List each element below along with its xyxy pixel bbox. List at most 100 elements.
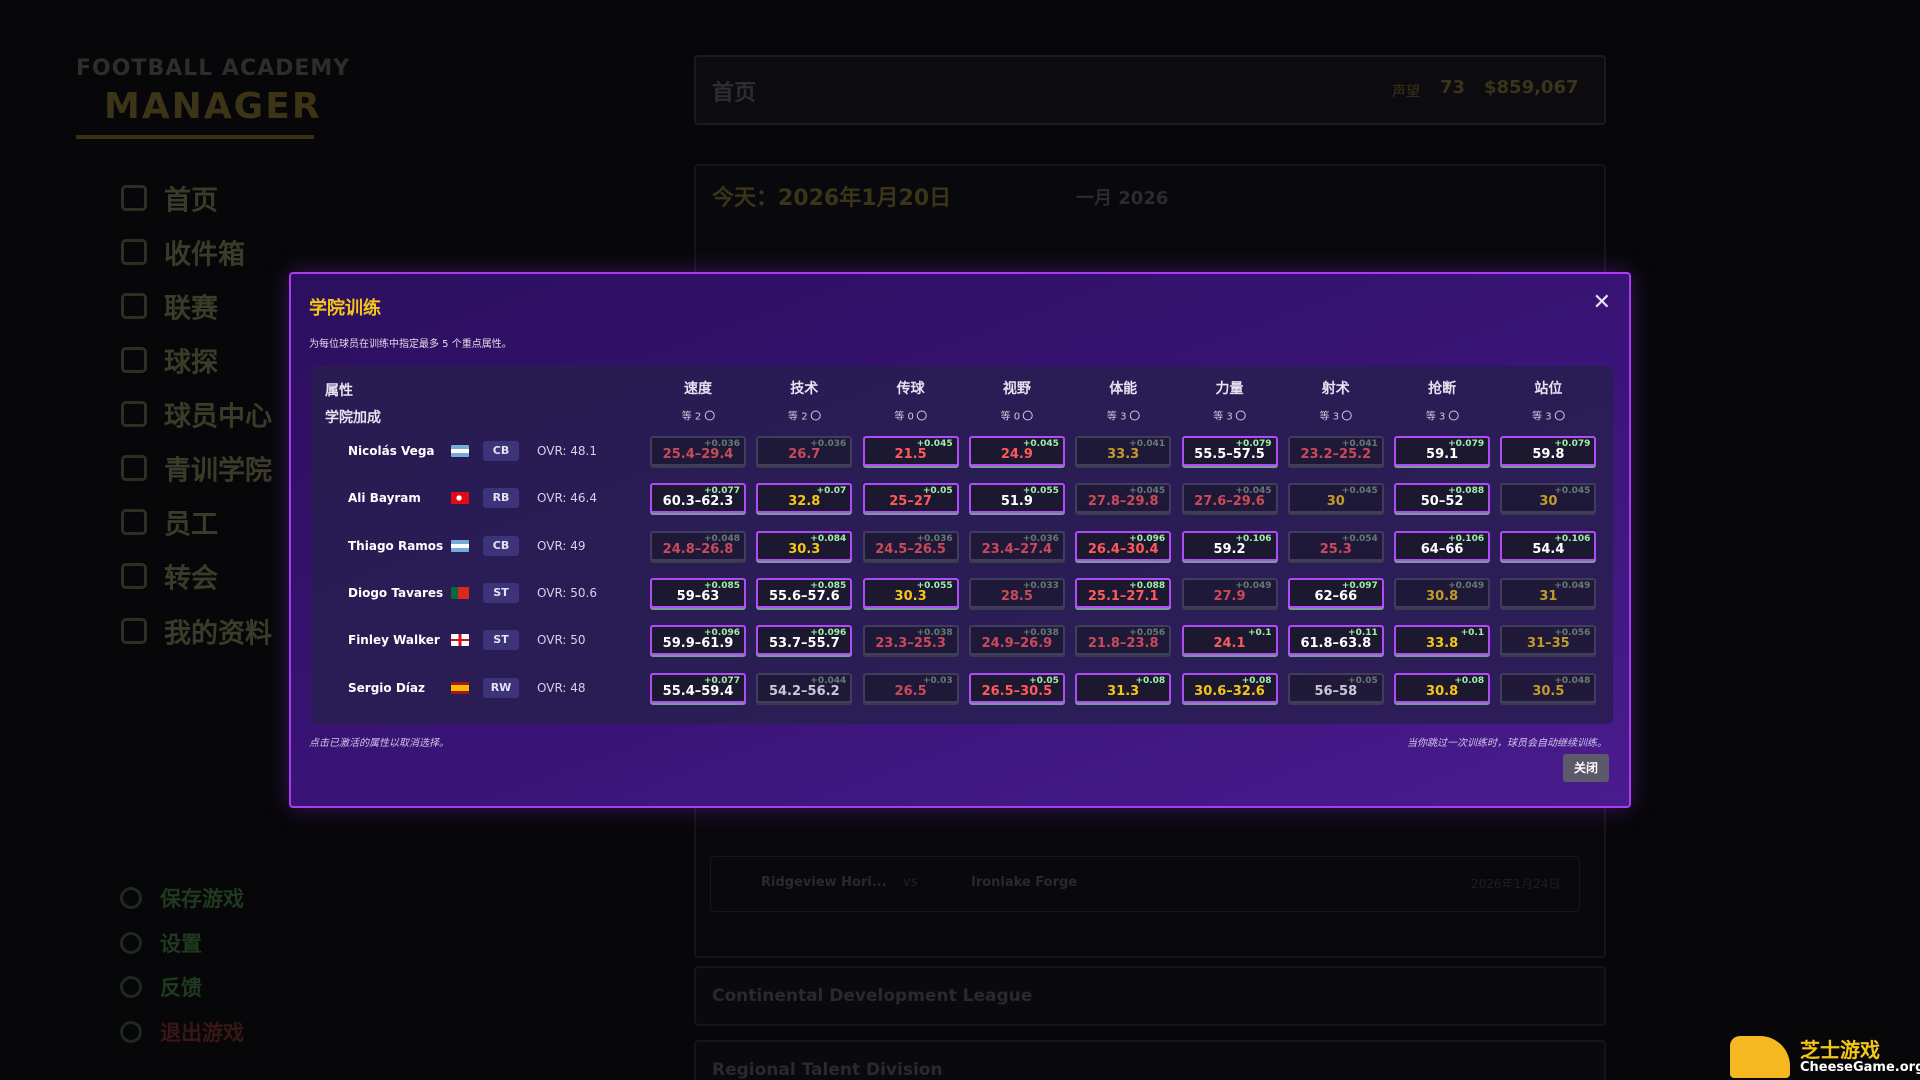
- attribute-value: 59.1: [1426, 447, 1459, 462]
- attribute-cell[interactable]: 60.3–62.3 +0.077: [650, 483, 746, 514]
- attribute-cell[interactable]: 64–66 +0.106: [1394, 530, 1491, 561]
- attribute-cell[interactable]: 24.9–26.9 +0.038: [968, 625, 1065, 656]
- attribute-cell[interactable]: 50–52 +0.088: [1394, 483, 1491, 514]
- attribute-cell[interactable]: 54.4 +0.106: [1500, 530, 1597, 561]
- attribute-cell[interactable]: 55.4–59.4 +0.077: [650, 672, 746, 703]
- attribute-cell[interactable]: 23.2–25.2 +0.041: [1287, 436, 1384, 466]
- attribute-cell[interactable]: 54.2–56.2 +0.044: [756, 672, 853, 703]
- nav-item[interactable]: 转会: [164, 563, 218, 595]
- attribute-delta: +0.036: [916, 533, 953, 544]
- watermark-url: CheeseGame.org: [1800, 1060, 1920, 1075]
- attribute-cell[interactable]: 26.4–30.4 +0.096: [1075, 530, 1172, 561]
- attribute-delta: +0.084: [810, 533, 847, 544]
- nav-item[interactable]: 保存游戏: [160, 887, 244, 911]
- attribute-value: 55.4–59.4: [662, 683, 734, 699]
- attribute-delta: +0.049: [1448, 580, 1485, 591]
- close-icon[interactable]: ✕: [1592, 290, 1611, 315]
- nav-item[interactable]: 首页: [164, 185, 218, 217]
- nav-item[interactable]: 青训学院: [164, 455, 272, 487]
- nav-icon: [120, 887, 142, 909]
- attribute-cell[interactable]: 30.8 +0.08: [1394, 672, 1491, 703]
- attribute-cell[interactable]: 30 +0.045: [1500, 483, 1597, 514]
- attribute-cell[interactable]: 24.1 +0.1: [1181, 625, 1278, 656]
- nav-item[interactable]: 设置: [160, 932, 202, 956]
- attribute-cell[interactable]: 31.3 +0.08: [1075, 672, 1172, 703]
- attribute-cell[interactable]: 21.8–23.8 +0.056: [1075, 625, 1172, 656]
- attribute-cell[interactable]: 62–66 +0.097: [1287, 577, 1384, 608]
- nav-item[interactable]: 球探: [164, 347, 218, 379]
- column-header: 站位: [1534, 381, 1563, 397]
- attribute-value: 27.6–29.6: [1194, 494, 1265, 510]
- attribute-value: 27.8–29.8: [1087, 494, 1159, 510]
- attribute-cell[interactable]: 56–58 +0.05: [1287, 672, 1384, 703]
- attribute-cell[interactable]: 30.3 +0.084: [756, 530, 853, 561]
- attribute-cell[interactable]: 53.7–55.7 +0.096: [756, 625, 853, 656]
- info-icon: [1554, 410, 1565, 421]
- attribute-cell[interactable]: 51.9 +0.055: [968, 483, 1065, 514]
- nav-item[interactable]: 我的资料: [164, 618, 272, 650]
- attribute-cell[interactable]: 26.7 +0.036: [756, 436, 853, 466]
- attribute-cell[interactable]: 55.6–57.6 +0.085: [756, 577, 853, 608]
- attribute-value: 25–27: [889, 494, 932, 510]
- attribute-cell[interactable]: 61.8–63.8 +0.11: [1287, 625, 1384, 656]
- attribute-cell[interactable]: 59–63 +0.085: [650, 577, 746, 608]
- attribute-cell[interactable]: 25.3 +0.054: [1287, 530, 1384, 561]
- nav-item[interactable]: 员工: [164, 509, 218, 541]
- flag: [451, 445, 469, 457]
- bonus-text: 等 0: [894, 411, 914, 423]
- nav-item[interactable]: 联赛: [164, 293, 218, 325]
- attribute-cell[interactable]: 23.4–27.4 +0.036: [968, 530, 1065, 561]
- logo-underline: [76, 135, 314, 139]
- attribute-cell[interactable]: 59.9–61.9 +0.096: [650, 625, 746, 656]
- attribute-cell[interactable]: 25.1–27.1 +0.088: [1075, 577, 1172, 608]
- attribute-value: 23.3–25.3: [875, 636, 946, 652]
- attribute-cell[interactable]: 30 +0.045: [1287, 483, 1384, 514]
- attribute-value: 28.5: [1000, 588, 1033, 604]
- nav-item[interactable]: 反馈: [160, 976, 202, 1000]
- attribute-delta: +0.07: [816, 486, 847, 497]
- nav-icon: [120, 1021, 142, 1043]
- nav-icon: [121, 185, 147, 211]
- attribute-cell[interactable]: 55.5–57.5 +0.079: [1181, 436, 1278, 466]
- attribute-value: 31: [1539, 588, 1558, 604]
- attribute-cell[interactable]: 26.5–30.5 +0.05: [968, 672, 1065, 703]
- attribute-cell[interactable]: 30.3 +0.055: [862, 577, 959, 608]
- attribute-cell[interactable]: 26.5 +0.03: [862, 672, 959, 703]
- nav-item[interactable]: 退出游戏: [160, 1021, 244, 1045]
- attribute-cell[interactable]: 27.6–29.6 +0.045: [1181, 483, 1278, 514]
- attribute-cell[interactable]: 59.1 +0.079: [1394, 436, 1491, 466]
- nav-item[interactable]: 球员中心: [164, 401, 272, 433]
- attribute-cell[interactable]: 24.8–26.8 +0.048: [650, 530, 746, 561]
- attribute-cell[interactable]: 24.5–26.5 +0.036: [862, 530, 959, 561]
- attribute-cell[interactable]: 31–35 +0.056: [1500, 625, 1597, 656]
- attribute-cell[interactable]: 30.5 +0.048: [1500, 672, 1597, 703]
- attribute-cell[interactable]: 21.5 +0.045: [862, 436, 959, 466]
- attribute-cell[interactable]: 30.6–32.6 +0.08: [1181, 672, 1278, 703]
- close-button[interactable]: 关闭: [1563, 754, 1609, 782]
- attribute-delta: +0.096: [1129, 533, 1166, 544]
- attribute-cell[interactable]: 59.8 +0.079: [1500, 436, 1597, 466]
- column-header: 抢断: [1428, 381, 1457, 397]
- attribute-cell[interactable]: 33.3 +0.041: [1075, 436, 1172, 466]
- attribute-cell[interactable]: 27.8–29.8 +0.045: [1075, 483, 1172, 514]
- attribute-cell[interactable]: 30.8 +0.049: [1394, 577, 1491, 608]
- attribute-delta: +0.056: [1554, 628, 1591, 639]
- today: 今天：2026年1月20日: [712, 186, 952, 211]
- attribute-cell[interactable]: 24.9 +0.045: [968, 436, 1065, 466]
- attribute-cell[interactable]: 23.3–25.3 +0.038: [862, 625, 959, 656]
- attribute-value: 59.9–61.9: [662, 636, 734, 652]
- info-icon: [1235, 410, 1246, 421]
- month: 一月 2026: [1076, 188, 1169, 209]
- bonus-label: 学院加成: [325, 410, 381, 426]
- attribute-cell[interactable]: 25.4–29.4 +0.036: [650, 436, 746, 466]
- attribute-cell[interactable]: 28.5 +0.033: [968, 577, 1065, 608]
- attribute-cell[interactable]: 31 +0.049: [1500, 577, 1597, 608]
- nav-item[interactable]: 收件箱: [164, 239, 245, 271]
- attribute-cell[interactable]: 59.2 +0.106: [1181, 530, 1278, 561]
- attribute-cell[interactable]: 25–27 +0.05: [862, 483, 959, 514]
- attribute-cell[interactable]: 32.8 +0.07: [756, 483, 853, 514]
- attribute-cell[interactable]: 33.8 +0.1: [1394, 625, 1491, 656]
- attribute-delta: +0.038: [1022, 628, 1059, 639]
- attribute-cell[interactable]: 27.9 +0.049: [1181, 577, 1278, 608]
- attribute-delta: +0.08: [1135, 675, 1166, 686]
